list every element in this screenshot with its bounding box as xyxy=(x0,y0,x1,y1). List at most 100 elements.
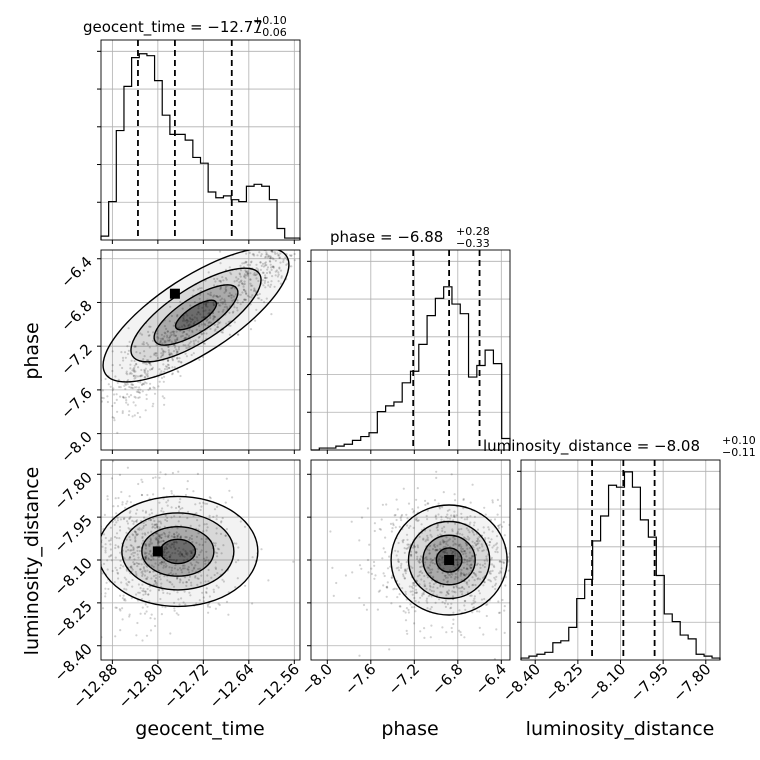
xtick-label: −12.56 xyxy=(251,660,303,712)
sample-point xyxy=(474,573,477,576)
sample-point xyxy=(290,254,293,258)
sample-point xyxy=(212,304,216,307)
xtick-label: −8.0 xyxy=(298,660,336,698)
sample-point xyxy=(266,253,269,256)
sample-point xyxy=(186,552,189,555)
sample-point xyxy=(158,562,162,565)
sample-point xyxy=(198,567,202,570)
sample-point xyxy=(235,306,239,309)
sample-point xyxy=(216,547,219,550)
sample-point xyxy=(458,532,461,535)
sample-point xyxy=(135,520,138,523)
sample-point xyxy=(466,516,469,519)
sample-point xyxy=(466,568,469,571)
sample-point xyxy=(403,547,406,550)
sample-point xyxy=(131,383,134,386)
sample-point xyxy=(129,538,132,542)
sample-point xyxy=(435,548,438,551)
sample-point xyxy=(152,493,155,496)
sample-point xyxy=(199,508,202,512)
sample-point xyxy=(249,282,252,285)
sample-point xyxy=(178,357,181,360)
sample-point xyxy=(148,552,151,556)
sample-point xyxy=(406,567,409,570)
sample-point xyxy=(148,570,152,574)
sample-point xyxy=(254,319,257,322)
sample-point xyxy=(191,569,194,572)
sample-point xyxy=(466,560,469,563)
sample-point xyxy=(176,568,179,571)
sample-point xyxy=(135,512,138,515)
sample-point xyxy=(252,289,256,292)
sample-point xyxy=(453,538,456,541)
sample-point xyxy=(491,569,494,573)
sample-point xyxy=(264,261,267,264)
sample-point xyxy=(113,523,116,527)
sample-point xyxy=(411,582,414,585)
sample-point xyxy=(528,555,530,557)
sample-point xyxy=(219,286,222,290)
sample-point xyxy=(104,592,107,595)
sample-point xyxy=(151,526,154,529)
sample-point xyxy=(171,373,174,376)
sample-point xyxy=(170,490,173,493)
sample-point xyxy=(257,279,260,283)
sample-point xyxy=(169,353,172,356)
sample-point xyxy=(389,522,393,526)
sample-point xyxy=(220,301,223,304)
sample-point xyxy=(137,396,140,399)
sample-point xyxy=(500,567,503,570)
sample-point xyxy=(248,295,251,298)
sample-point xyxy=(54,552,56,554)
sample-point xyxy=(121,366,124,370)
sample-point xyxy=(133,364,136,367)
sample-point xyxy=(144,375,147,379)
sample-point xyxy=(146,587,149,591)
sample-point xyxy=(129,371,132,374)
sample-point xyxy=(122,594,125,597)
sample-point xyxy=(147,531,150,534)
sample-point xyxy=(144,543,147,546)
sample-point xyxy=(527,551,529,553)
sample-point xyxy=(180,552,183,556)
sample-point xyxy=(176,356,179,359)
sample-point xyxy=(441,506,444,509)
sample-point xyxy=(179,578,182,581)
sample-point xyxy=(140,493,143,497)
sample-point xyxy=(209,316,212,319)
sample-point xyxy=(429,636,432,639)
sample-point xyxy=(167,499,170,502)
sample-point xyxy=(209,327,212,330)
sample-point xyxy=(229,324,232,327)
sample-point xyxy=(185,584,188,588)
sample-point xyxy=(228,489,231,492)
sample-point xyxy=(126,500,129,503)
sample-point xyxy=(267,255,270,258)
sample-point xyxy=(430,559,433,562)
sample-point xyxy=(214,566,217,569)
sample-point xyxy=(109,539,112,542)
sample-point xyxy=(269,263,272,266)
sample-point xyxy=(176,370,179,373)
sample-point xyxy=(170,566,174,569)
sample-point xyxy=(191,314,194,317)
sample-point xyxy=(439,591,442,594)
sample-point xyxy=(183,323,186,327)
contour-level xyxy=(121,512,235,591)
sample-point xyxy=(446,591,449,594)
sample-point xyxy=(140,478,143,481)
sample-point xyxy=(409,553,412,556)
sample-point xyxy=(96,540,98,542)
density-peak xyxy=(152,546,163,557)
sample-point xyxy=(479,571,482,574)
sample-point xyxy=(196,577,199,580)
sample-point xyxy=(406,524,409,527)
sample-point xyxy=(477,549,480,552)
sample-point xyxy=(135,572,138,576)
sample-point xyxy=(419,557,422,560)
sample-point xyxy=(101,400,104,403)
sample-point xyxy=(223,306,226,309)
sample-point xyxy=(230,296,233,299)
sample-point xyxy=(215,584,218,587)
sample-point xyxy=(442,550,445,553)
